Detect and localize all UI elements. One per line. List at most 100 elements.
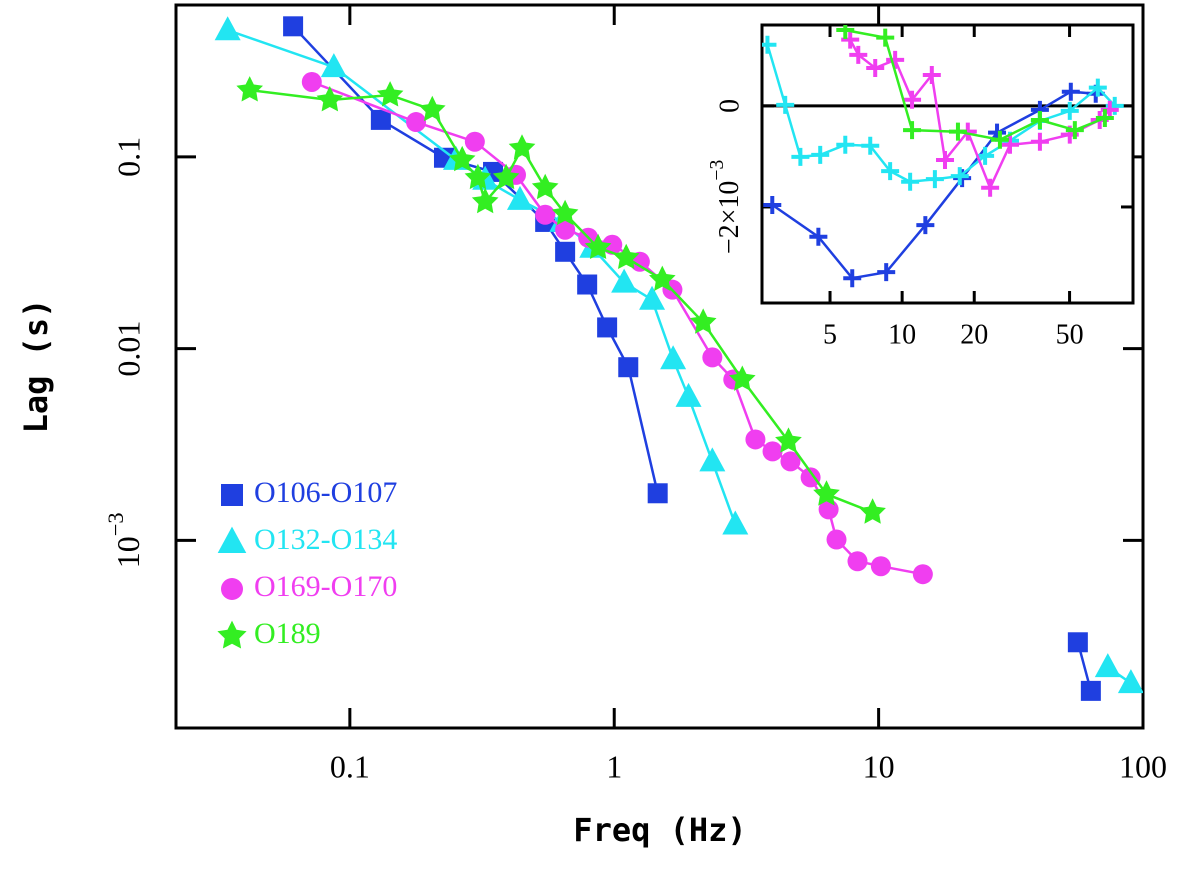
marker bbox=[702, 347, 723, 368]
marker bbox=[847, 551, 868, 572]
marker bbox=[1088, 78, 1107, 97]
marker bbox=[870, 556, 891, 577]
marker bbox=[675, 382, 702, 407]
marker bbox=[849, 45, 868, 64]
x-tick-label: 20 bbox=[960, 319, 988, 350]
marker bbox=[316, 86, 344, 112]
marker bbox=[836, 135, 855, 154]
legend-entry: O106-O107 bbox=[221, 476, 397, 509]
y-tick-label: 10−3 bbox=[103, 512, 146, 568]
marker bbox=[370, 109, 391, 130]
marker bbox=[762, 441, 783, 462]
marker bbox=[922, 66, 941, 85]
marker bbox=[639, 285, 666, 310]
x-tick-label: 0.1 bbox=[330, 748, 370, 784]
x-tick-label: 5 bbox=[823, 319, 837, 350]
marker bbox=[506, 185, 533, 210]
marker bbox=[464, 163, 492, 190]
marker bbox=[214, 16, 241, 41]
marker bbox=[647, 483, 668, 504]
marker bbox=[1067, 632, 1088, 653]
marker bbox=[762, 35, 777, 54]
marker bbox=[841, 30, 860, 49]
marker bbox=[492, 163, 520, 190]
x-tick-label: 10 bbox=[863, 748, 895, 784]
marker bbox=[843, 269, 862, 288]
marker bbox=[936, 150, 955, 169]
marker bbox=[1094, 653, 1121, 678]
marker bbox=[881, 162, 900, 181]
marker bbox=[1030, 132, 1049, 151]
marker bbox=[729, 365, 756, 391]
marker bbox=[448, 145, 476, 172]
marker bbox=[649, 265, 676, 291]
marker bbox=[419, 95, 446, 122]
marker bbox=[886, 50, 905, 69]
x-tick-label: 100 bbox=[1119, 748, 1167, 784]
marker bbox=[1060, 101, 1079, 120]
marker bbox=[877, 263, 896, 282]
marker bbox=[976, 146, 995, 165]
marker bbox=[555, 219, 576, 240]
legend-marker bbox=[217, 526, 247, 553]
marker bbox=[826, 529, 847, 550]
marker bbox=[508, 134, 536, 160]
marker bbox=[876, 28, 895, 47]
marker bbox=[464, 131, 485, 152]
marker bbox=[780, 451, 801, 472]
marker bbox=[916, 216, 935, 235]
x-tick-label: 10 bbox=[888, 319, 916, 350]
marker bbox=[809, 227, 828, 246]
marker bbox=[859, 498, 886, 524]
marker bbox=[1000, 135, 1019, 154]
marker bbox=[1080, 680, 1101, 701]
marker bbox=[1095, 109, 1114, 128]
marker bbox=[283, 16, 304, 37]
legend-label: O189 bbox=[254, 617, 321, 650]
marker bbox=[953, 169, 972, 188]
marker bbox=[813, 480, 840, 506]
marker bbox=[689, 308, 717, 334]
marker bbox=[901, 172, 920, 191]
x-tick-label: 1 bbox=[606, 748, 622, 784]
marker bbox=[611, 268, 638, 293]
marker bbox=[1030, 111, 1049, 130]
marker bbox=[699, 447, 726, 472]
marker bbox=[555, 241, 576, 262]
marker bbox=[866, 58, 885, 77]
plot-area bbox=[214, 16, 1143, 701]
legend-marker bbox=[221, 484, 243, 506]
legend-label: O106-O107 bbox=[254, 476, 397, 509]
y-tick-label: 0.01 bbox=[110, 321, 146, 377]
y-tick-label: 0.1 bbox=[110, 137, 146, 177]
marker bbox=[912, 564, 933, 585]
legend-entry: O189 bbox=[217, 617, 321, 650]
y-tick-label-base: −2×10 bbox=[714, 181, 745, 255]
plot-area bbox=[762, 25, 1124, 288]
marker bbox=[1065, 121, 1084, 140]
marker bbox=[775, 427, 802, 453]
marker bbox=[597, 317, 618, 338]
x-axis-label: Freq (Hz) bbox=[573, 811, 746, 849]
marker bbox=[800, 467, 821, 488]
marker bbox=[471, 187, 499, 214]
series-line bbox=[771, 90, 1096, 280]
marker bbox=[722, 510, 749, 535]
marker bbox=[376, 81, 404, 107]
y-tick-label: 0 bbox=[714, 99, 745, 113]
marker bbox=[320, 53, 347, 78]
y-axis-label: Lag (s) bbox=[17, 299, 55, 434]
legend-entry: O132-O134 bbox=[217, 523, 397, 556]
marker bbox=[577, 274, 598, 295]
marker bbox=[618, 357, 639, 378]
marker bbox=[811, 145, 830, 164]
y-tick-label: −2×10−3 bbox=[707, 160, 746, 255]
marker bbox=[861, 136, 880, 155]
marker bbox=[612, 243, 640, 269]
series-line bbox=[766, 44, 1116, 183]
marker bbox=[1061, 82, 1080, 101]
y-tick-label-base: 10 bbox=[110, 536, 146, 568]
marker bbox=[584, 233, 612, 259]
marker bbox=[763, 195, 782, 214]
